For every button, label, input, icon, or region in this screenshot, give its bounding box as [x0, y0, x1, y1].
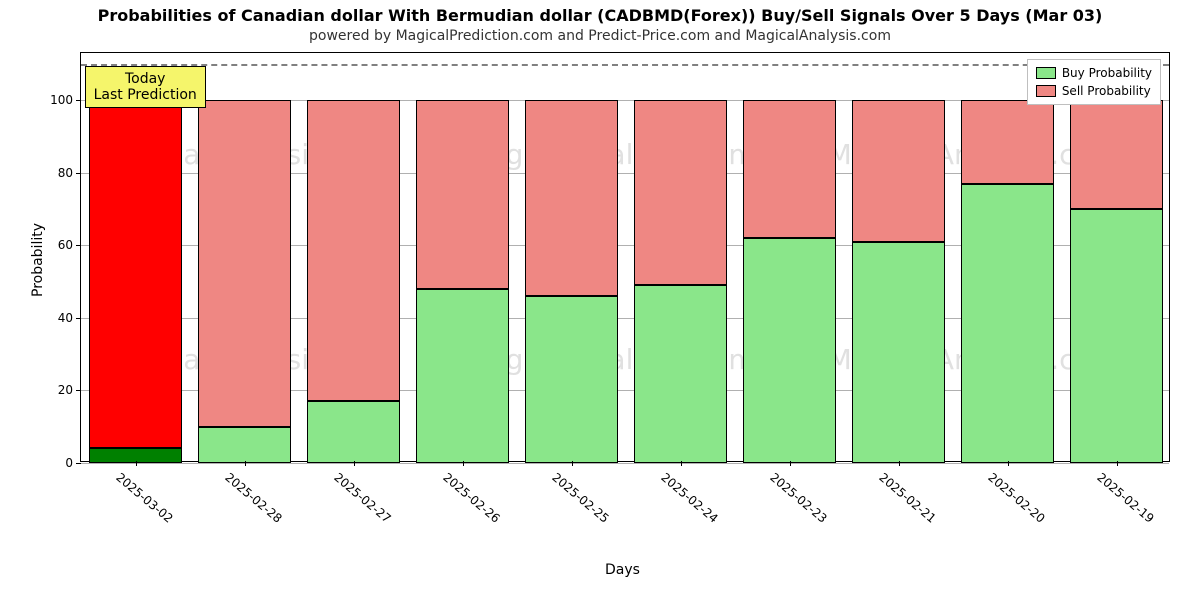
bar-buy — [307, 401, 401, 463]
xtick-label: 2025-02-26 — [440, 461, 510, 526]
bar-buy — [852, 242, 946, 463]
bar-sell — [525, 100, 619, 296]
bar-sell — [743, 100, 837, 238]
plot-area: MagicalAnalysis.comMagicalAnalysis.comMa… — [80, 52, 1170, 462]
chart-title: Probabilities of Canadian dollar With Be… — [0, 6, 1200, 25]
xtick-label: 2025-02-21 — [876, 461, 946, 526]
annotation-line1: Today — [94, 71, 197, 87]
ytick-label: 20 — [58, 383, 81, 397]
bar-sell — [634, 100, 728, 285]
xtick-label: 2025-02-27 — [331, 461, 401, 526]
bar-buy — [525, 296, 619, 463]
xtick-label: 2025-02-28 — [222, 461, 292, 526]
xtick-label: 2025-02-24 — [658, 461, 728, 526]
xtick-label: 2025-02-25 — [549, 461, 619, 526]
ytick-label: 100 — [50, 93, 81, 107]
ytick-label: 0 — [65, 456, 81, 470]
bar-buy — [416, 289, 510, 463]
bar-buy — [634, 285, 728, 463]
bar-buy — [1070, 209, 1164, 463]
legend-label: Sell Probability — [1062, 82, 1151, 100]
y-axis-label: Probability — [30, 223, 46, 297]
legend-label: Buy Probability — [1062, 64, 1152, 82]
bar-sell — [198, 100, 292, 427]
bar-sell — [416, 100, 510, 289]
ytick-label: 60 — [58, 238, 81, 252]
chart-container: Probabilities of Canadian dollar With Be… — [0, 0, 1200, 600]
bar-buy — [743, 238, 837, 463]
xtick-label: 2025-02-23 — [767, 461, 837, 526]
annotation-line2: Last Prediction — [94, 87, 197, 103]
bar-sell — [852, 100, 946, 242]
today-annotation: TodayLast Prediction — [85, 66, 206, 108]
xtick-label: 2025-02-19 — [1094, 461, 1164, 526]
legend-swatch — [1036, 85, 1056, 97]
bar-sell — [1070, 100, 1164, 209]
bar-sell — [89, 100, 183, 448]
bar-sell — [961, 100, 1055, 183]
ytick-label: 40 — [58, 311, 81, 325]
bar-sell — [307, 100, 401, 401]
reference-line — [81, 64, 1169, 66]
legend-item: Sell Probability — [1036, 82, 1152, 100]
legend-swatch — [1036, 67, 1056, 79]
x-axis-label: Days — [605, 562, 640, 578]
bar-buy — [198, 427, 292, 463]
bar-buy — [961, 184, 1055, 463]
chart-subtitle: powered by MagicalPrediction.com and Pre… — [0, 28, 1200, 44]
xtick-label: 2025-03-02 — [113, 461, 183, 526]
ytick-label: 80 — [58, 166, 81, 180]
legend-item: Buy Probability — [1036, 64, 1152, 82]
legend: Buy ProbabilitySell Probability — [1027, 59, 1161, 105]
xtick-label: 2025-02-20 — [985, 461, 1055, 526]
